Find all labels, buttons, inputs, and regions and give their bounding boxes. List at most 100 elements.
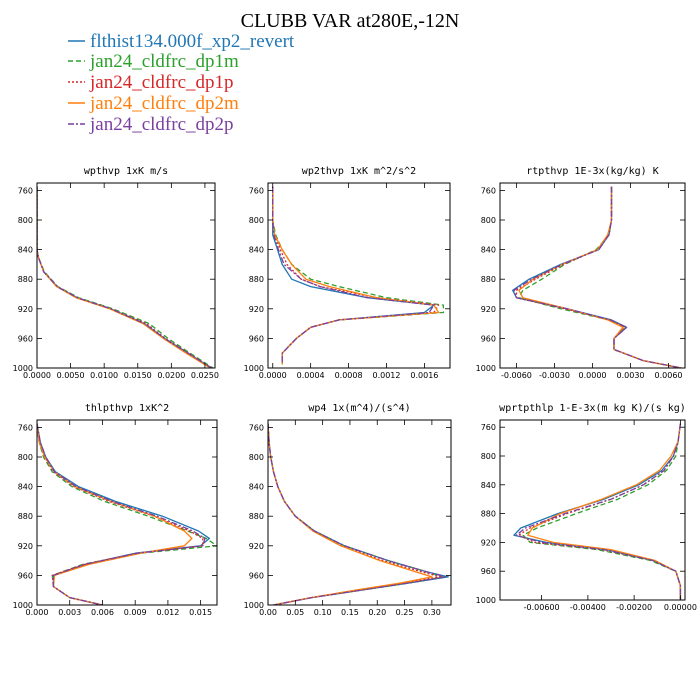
- legend-label-3: jan24_cldfrc_dp2m: [89, 93, 239, 114]
- y-tick-label: 960: [249, 571, 264, 580]
- legend-label-1: jan24_cldfrc_dp1m: [89, 51, 239, 72]
- y-tick-label: 840: [18, 246, 33, 255]
- series-line-jan24_cldfrc_dp2p: [515, 423, 682, 600]
- x-tick-label: 0.0200: [157, 371, 185, 380]
- x-tick-label: 0.0100: [90, 371, 118, 380]
- x-tick-label: 0.000: [26, 608, 49, 617]
- legend-item: jan24_cldfrc_dp1p: [68, 72, 234, 93]
- y-tick-label: 880: [249, 275, 264, 284]
- y-tick-label: 960: [18, 334, 33, 343]
- series-group: [513, 423, 682, 600]
- y-tick-label: 920: [481, 538, 496, 547]
- x-tick-label: 0.00000: [664, 603, 697, 612]
- x-tick-label: -0.0060: [501, 371, 532, 380]
- y-tick-label: 760: [481, 186, 496, 195]
- series-line-jan24_cldfrc_dp1m: [518, 186, 682, 368]
- series-line-jan24_cldfrc_dp2p: [268, 423, 447, 605]
- x-tick-label: 0.015: [189, 608, 212, 617]
- series-line-jan24_cldfrc_dp2p: [37, 186, 212, 368]
- y-tick-label: 800: [18, 453, 33, 462]
- series-line-jan24_cldfrc_dp2m: [37, 186, 211, 368]
- series-group: [512, 186, 682, 368]
- x-tick-label: -0.00400: [570, 603, 606, 612]
- series-line-flthist134.000f_xp2_revert: [37, 186, 212, 368]
- x-tick-label: 0.006: [91, 608, 114, 617]
- series-group: [37, 186, 214, 368]
- series-line-jan24_cldfrc_dp1p: [37, 423, 204, 605]
- x-tick-label: 0.0012: [372, 371, 400, 380]
- y-tick-label: 760: [481, 423, 496, 432]
- series-group: [272, 186, 445, 365]
- y-tick-label: 960: [481, 567, 496, 576]
- x-tick-label: 0.0004: [297, 371, 325, 380]
- x-tick-label: 0.20: [368, 608, 386, 617]
- series-line-jan24_cldfrc_dp2p: [37, 423, 206, 605]
- series-line-jan24_cldfrc_dp2p: [272, 186, 435, 365]
- y-tick-label: 840: [249, 246, 264, 255]
- x-tick-label: 0.009: [124, 608, 147, 617]
- legend-label-0: flthist134.000f_xp2_revert: [90, 31, 295, 52]
- panel-1: wpthvp 1xK m/s76080084088092096010000.00…: [13, 166, 219, 380]
- y-tick-label: 920: [249, 305, 264, 314]
- x-tick-label: -0.00600: [524, 603, 560, 612]
- x-tick-label: 0.30: [423, 608, 441, 617]
- y-tick-label: 1000: [13, 364, 33, 373]
- panel-4: thlpthvp 1xK^276080084088092096010000.00…: [13, 403, 218, 617]
- series-line-jan24_cldfrc_dp1m: [37, 423, 217, 605]
- series-line-jan24_cldfrc_dp1m: [37, 186, 214, 368]
- series-line-jan24_cldfrc_dp1m: [522, 423, 682, 600]
- y-tick-label: 920: [18, 305, 33, 314]
- series-line-jan24_cldfrc_dp1p: [37, 186, 212, 368]
- series-group: [37, 423, 217, 605]
- figure-title: CLUBB VAR at280E,-12N: [241, 10, 460, 32]
- x-tick-label: -0.0030: [539, 371, 570, 380]
- y-tick-label: 880: [18, 275, 33, 284]
- panel-title: rtpthvp 1E-3x(kg/kg) K: [526, 166, 658, 177]
- panel-6: wprtpthlp 1-E-3x(m kg K)/(s kg)760 800 840…: [476, 403, 697, 612]
- panel-title: wp4 1x(m^4)/(s^4): [308, 403, 410, 414]
- y-tick-label: 1000: [476, 364, 496, 373]
- y-tick-label: 800: [18, 216, 33, 225]
- series-line-flthist134.000f_xp2_revert: [37, 423, 211, 605]
- y-tick-label: 920: [18, 542, 33, 551]
- panel-5: wp4 1x(m^4)/(s^4)76080084088092096010000…: [244, 403, 452, 617]
- plot-frame: [36, 182, 216, 369]
- legend-item: flthist134.000f_xp2_revert: [68, 31, 295, 52]
- y-tick-label: 840: [481, 481, 496, 490]
- x-tick-label: 0.0000: [259, 371, 287, 380]
- series-line-jan24_cldfrc_dp2p: [513, 186, 682, 368]
- y-tick-label: 760: [18, 186, 33, 195]
- panel-2: wp2thvp 1xK m^2/s^2 760 800 840 880 920 960 100…: [244, 166, 451, 380]
- x-tick-label: 0.0030: [617, 371, 645, 380]
- legend: flthist134.000f_xp2_revert jan24_cldfrc_…: [68, 31, 295, 135]
- y-tick-label: 800: [481, 216, 496, 225]
- series-line-jan24_cldfrc_dp2m: [37, 423, 193, 605]
- y-tick-label: 800: [249, 453, 264, 462]
- y-tick-label: 800: [249, 216, 264, 225]
- panels: wpthvp 1xK m/s76080084088092096010000.00…: [13, 166, 697, 617]
- y-tick-label: 840: [249, 483, 264, 492]
- x-tick-label: 0.05: [286, 608, 304, 617]
- legend-label-2: jan24_cldfrc_dp1p: [89, 72, 234, 93]
- y-tick-label: 1000: [244, 601, 264, 610]
- x-tick-label: 0.0060: [655, 371, 683, 380]
- x-tick-label: 0.0000: [23, 371, 51, 380]
- plot-frame: [499, 419, 686, 601]
- panel-title: wpthvp 1xK m/s: [84, 166, 168, 177]
- y-tick-label: 920: [481, 305, 496, 314]
- x-tick-label: 0.0050: [57, 371, 85, 380]
- panel-3: rtpthvp 1E-3x(kg/kg) K 760 800 840 880 920 960…: [476, 166, 686, 380]
- x-tick-label: 0.0008: [335, 371, 363, 380]
- y-tick-label: 880: [249, 512, 264, 521]
- y-tick-label: 760: [249, 423, 264, 432]
- series-line-jan24_cldfrc_dp2m: [272, 186, 440, 365]
- y-tick-label: 840: [18, 483, 33, 492]
- x-tick-label: 0.0000: [579, 371, 607, 380]
- legend-item: jan24_cldfrc_dp1m: [68, 51, 239, 72]
- y-tick-label: 760: [249, 186, 264, 195]
- series-group: [268, 423, 449, 605]
- series-line-jan24_cldfrc_dp2m: [527, 423, 682, 600]
- plot-frame: [36, 419, 218, 606]
- y-tick-label: 760: [18, 423, 33, 432]
